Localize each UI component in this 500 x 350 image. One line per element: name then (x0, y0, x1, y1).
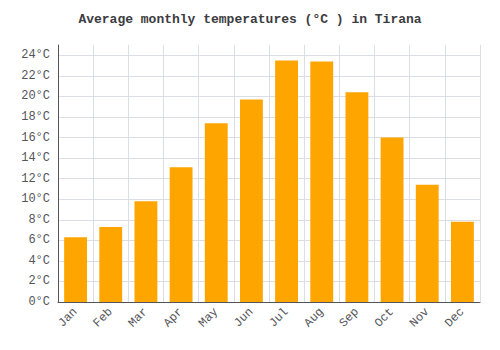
svg-text:18°C: 18°C (21, 110, 50, 124)
svg-text:8°C: 8°C (28, 213, 50, 227)
svg-text:Mar: Mar (126, 305, 151, 330)
svg-text:6°C: 6°C (28, 233, 50, 247)
svg-text:Sep: Sep (337, 305, 362, 330)
svg-text:Apr: Apr (161, 305, 186, 330)
svg-text:Jun: Jun (231, 305, 256, 330)
svg-text:May: May (196, 305, 221, 330)
svg-text:10°C: 10°C (21, 192, 50, 206)
svg-text:22°C: 22°C (21, 69, 50, 83)
svg-text:12°C: 12°C (21, 172, 50, 186)
svg-text:24°C: 24°C (21, 48, 50, 62)
svg-text:16°C: 16°C (21, 131, 50, 145)
svg-text:0°C: 0°C (28, 295, 50, 309)
svg-text:20°C: 20°C (21, 89, 50, 103)
svg-text:Nov: Nov (407, 305, 432, 330)
svg-text:Jan: Jan (55, 305, 80, 330)
svg-text:Jul: Jul (266, 305, 291, 330)
svg-text:14°C: 14°C (21, 151, 50, 165)
svg-text:Dec: Dec (442, 305, 467, 330)
svg-text:4°C: 4°C (28, 254, 50, 268)
svg-text:Oct: Oct (372, 305, 397, 330)
svg-text:Average monthly temperatures (: Average monthly temperatures (°C ) in Ti… (78, 12, 421, 27)
svg-text:Aug: Aug (302, 305, 327, 330)
svg-text:Feb: Feb (91, 305, 116, 330)
svg-text:2°C: 2°C (28, 274, 50, 288)
